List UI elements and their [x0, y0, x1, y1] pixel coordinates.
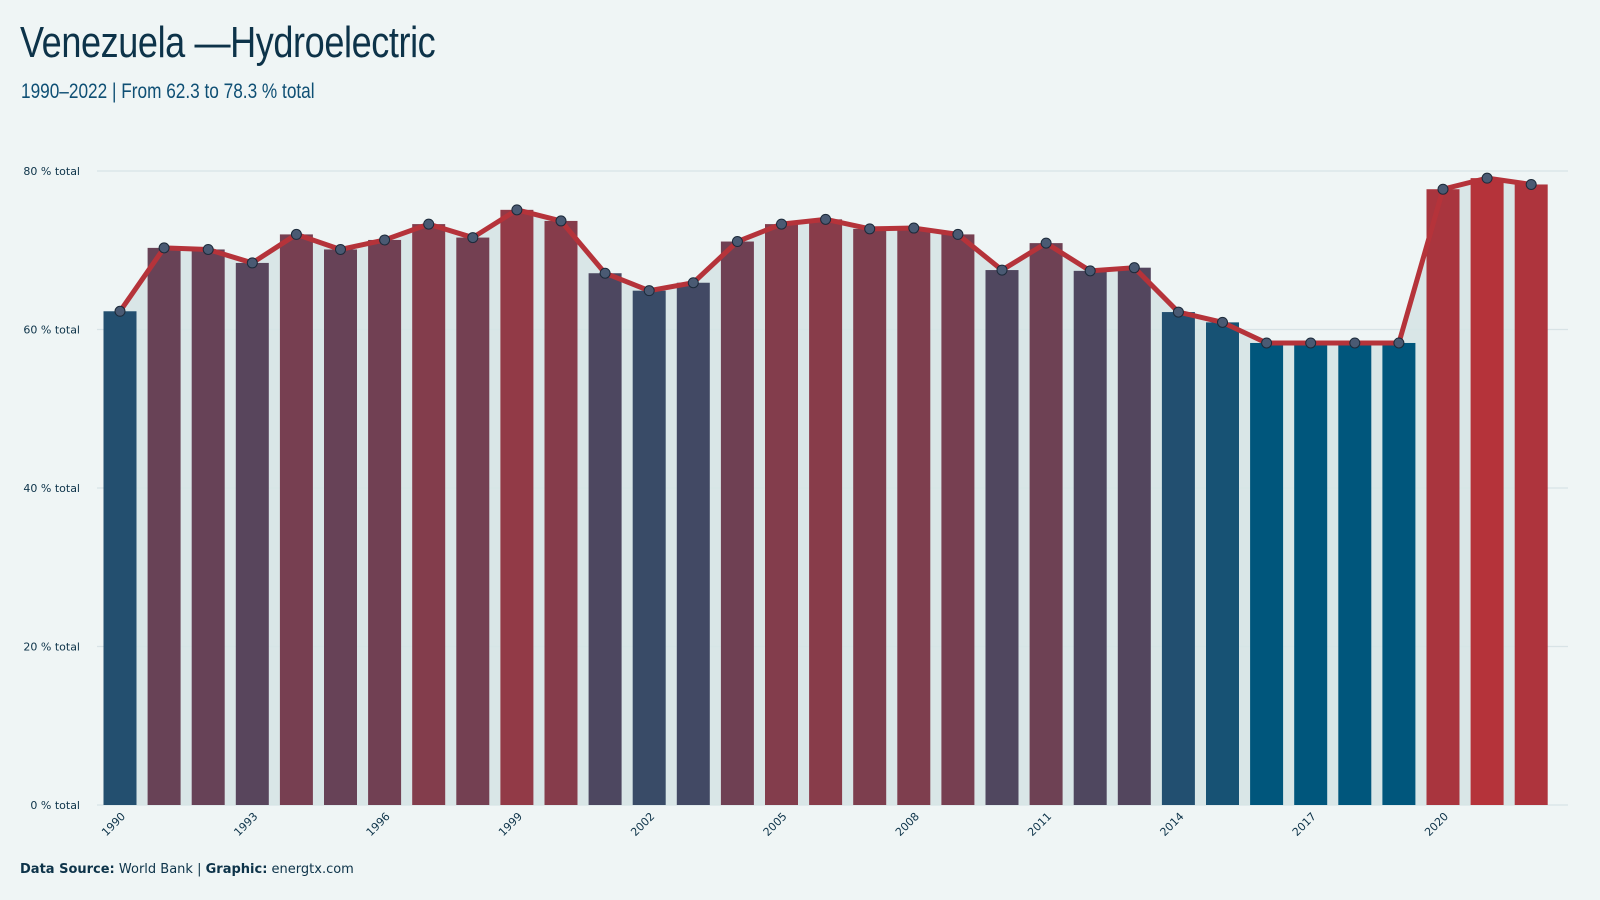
chart-footer: Data Source: World Bank | Graphic: energ… [20, 862, 354, 877]
bar-2002 [632, 290, 666, 806]
y-tick-label: 60 % total [23, 324, 80, 337]
x-tick-label: 2014 [1158, 810, 1187, 839]
bar-2017 [1294, 342, 1328, 805]
bar-1995 [324, 249, 357, 805]
bar-2005 [765, 224, 798, 805]
point-2008 [908, 222, 920, 234]
point-2003 [687, 277, 699, 289]
x-tick-label: 2002 [628, 810, 657, 839]
bar-2001 [588, 273, 622, 805]
x-tick-label: 1999 [496, 810, 525, 839]
point-2011 [1040, 237, 1052, 249]
bar-2020 [1426, 189, 1460, 806]
bar-1998 [456, 237, 490, 805]
bar-2022 [1514, 184, 1548, 805]
point-2006 [820, 213, 832, 225]
graphic-value: energtx.com [271, 862, 354, 877]
bar-1999 [500, 209, 534, 805]
bar-2000 [544, 220, 578, 806]
bar-2010 [985, 270, 1019, 805]
point-2016 [1261, 337, 1273, 349]
bar-2021 [1470, 178, 1504, 805]
y-tick-label: 40 % total [23, 482, 80, 495]
point-1994 [290, 228, 302, 240]
chart-subtitle: 1990–2022 | From 62.3 to 78.3 % total [21, 80, 315, 103]
point-2002 [643, 285, 655, 297]
point-2019 [1393, 337, 1405, 349]
source-label: Data Source: [20, 862, 115, 877]
point-2020 [1437, 183, 1449, 195]
bar-2015 [1206, 322, 1239, 805]
source-value: World Bank [118, 862, 193, 877]
point-1991 [158, 242, 170, 254]
point-2004 [731, 236, 743, 248]
point-1992 [202, 243, 214, 255]
point-1995 [335, 243, 346, 255]
bar-2004 [720, 241, 754, 806]
y-tick-label: 80 % total [23, 165, 80, 178]
bar-2018 [1338, 342, 1372, 805]
bar-1994 [279, 234, 313, 805]
point-1997 [423, 218, 435, 230]
bar-2009 [941, 234, 975, 805]
point-2015 [1217, 316, 1228, 328]
graphic-label: Graphic: [205, 862, 268, 877]
footer-separator: | [197, 862, 202, 877]
point-2010 [996, 264, 1008, 276]
x-tick-label: 2020 [1422, 810, 1451, 839]
bar-2014 [1161, 312, 1195, 805]
x-tick-label: 1993 [231, 810, 260, 839]
chart-title: Venezuela —Hydroelectric [20, 18, 436, 67]
x-tick-label: 2008 [893, 810, 922, 839]
point-1999 [511, 204, 523, 216]
y-tick-label: 20 % total [23, 641, 80, 654]
point-1993 [246, 257, 258, 269]
point-1998 [467, 232, 479, 244]
point-2007 [864, 223, 876, 235]
point-1996 [379, 234, 391, 246]
point-2017 [1305, 337, 1317, 349]
point-2018 [1349, 337, 1361, 349]
bar-2013 [1117, 267, 1151, 805]
point-2013 [1128, 262, 1140, 274]
bar-1991 [147, 247, 181, 805]
point-2012 [1084, 265, 1096, 277]
bar-2012 [1073, 270, 1107, 806]
x-tick-label: 1990 [99, 810, 128, 839]
bar-1997 [412, 224, 446, 805]
point-2001 [599, 267, 611, 279]
y-tick-label: 0 % total [30, 799, 80, 812]
bar-2003 [676, 282, 710, 805]
bar-2008 [897, 228, 931, 805]
bar-2019 [1382, 342, 1416, 805]
bar-1992 [191, 249, 225, 805]
bar-2016 [1250, 342, 1284, 805]
point-2021 [1481, 172, 1493, 184]
point-2009 [952, 228, 964, 240]
point-2000 [555, 215, 567, 227]
point-2005 [776, 218, 787, 230]
x-tick-label: 1996 [364, 810, 393, 839]
bar-2007 [853, 228, 887, 806]
point-2022 [1525, 178, 1537, 190]
bar-1993 [235, 262, 269, 805]
point-1990 [114, 305, 126, 317]
x-tick-label: 2011 [1025, 810, 1054, 839]
x-tick-label: 2005 [761, 810, 790, 839]
bar-1996 [368, 239, 402, 805]
point-2014 [1172, 306, 1184, 318]
bar-2011 [1029, 243, 1063, 805]
x-tick-label: 2017 [1290, 810, 1319, 839]
bar-1990 [103, 311, 137, 805]
bar-2006 [809, 219, 843, 805]
